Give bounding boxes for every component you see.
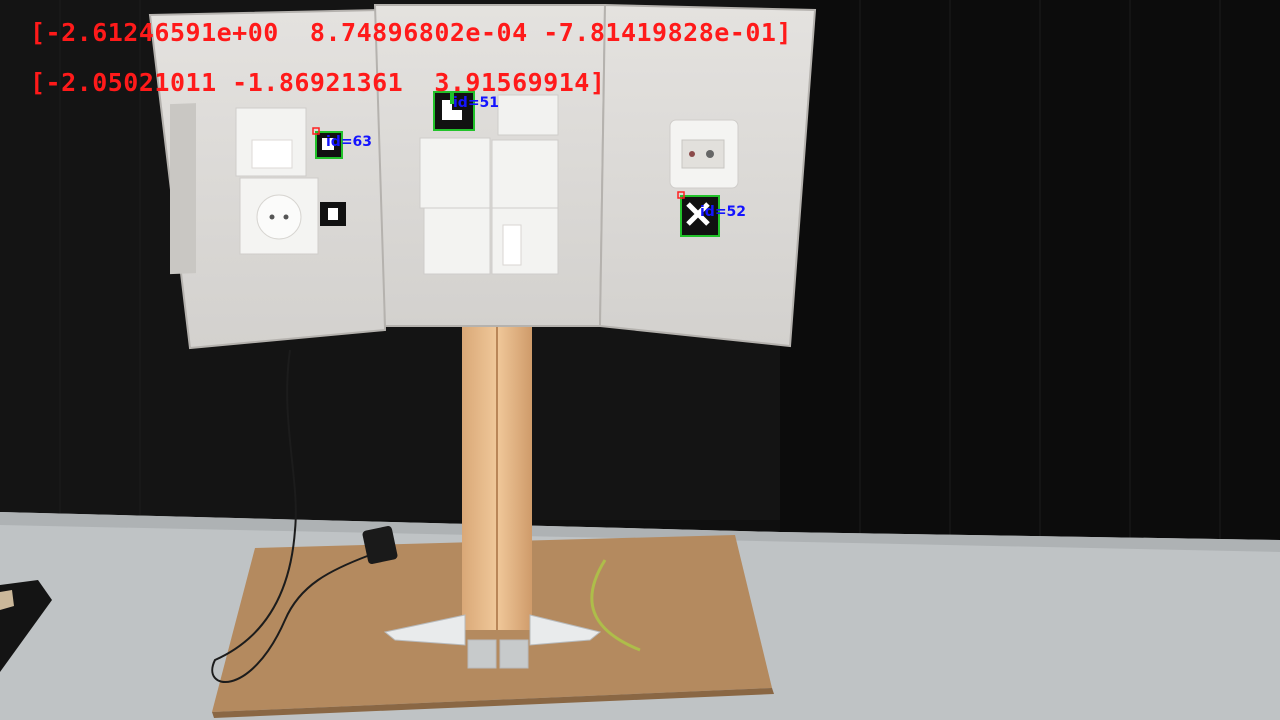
marker-52 xyxy=(677,191,720,237)
green-yellow-cable xyxy=(590,559,641,652)
marker-63 xyxy=(312,127,343,159)
marker-label-52: id=52 xyxy=(700,204,747,220)
translation-vector-readout: [-2.05021011 -1.86921361 3.91569914] xyxy=(30,68,606,97)
marker-label-51: id=51 xyxy=(453,95,500,111)
right-panel xyxy=(598,3,817,348)
dark-box xyxy=(0,580,52,672)
left-panel xyxy=(148,8,387,350)
power-adapter xyxy=(362,525,398,565)
rotation-vector-readout: [-2.61246591e+00 8.74896802e-04 -7.81419… xyxy=(30,18,793,47)
middle-panel xyxy=(373,4,607,327)
marker-51 xyxy=(433,91,475,131)
black-cable xyxy=(211,349,371,684)
metal-brackets xyxy=(383,614,602,669)
marker-label-63: id=63 xyxy=(326,134,373,150)
wooden-post xyxy=(462,320,532,630)
